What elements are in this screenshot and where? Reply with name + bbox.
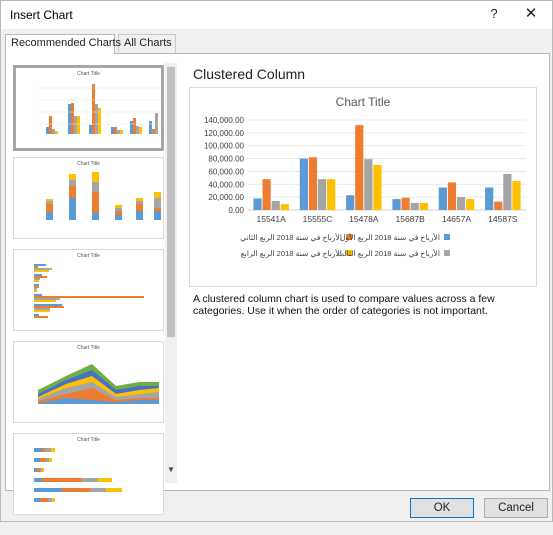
chart-bar [346,195,355,210]
chart-bar [280,204,289,210]
thumbnail-title: Chart Title [77,161,100,167]
chart-bar [364,159,373,210]
chart-bar [512,181,521,210]
chart-bar [327,179,336,210]
tab-all-charts[interactable]: All Charts [118,34,176,53]
chart-bar [485,187,494,210]
chart-bar [262,179,271,210]
legend-swatch [346,234,352,240]
title-bar: Insert Chart ? ✕ [1,1,552,29]
chart-bar [447,182,457,210]
chart-thumbnail-list: Chart Title Chart Title Chart Title [13,65,167,535]
cancel-button[interactable]: Cancel [484,498,548,518]
x-tick-label: 14657A [442,214,472,224]
legend-swatch [444,250,450,256]
chart-title: Chart Title [336,95,391,109]
thumbnail-clustered-column[interactable]: Chart Title [13,65,164,151]
thumbnail-title: Chart Title [77,71,100,77]
chart-bar [317,179,327,210]
y-tick-label: 120,000.00 [204,129,245,138]
legend-label: الأرباح في سنة 2018 الربع الثاني [240,232,342,242]
thumbnail-title: Chart Title [77,253,100,259]
chart-bar [410,202,419,210]
y-tick-label: 0.00 [228,206,244,215]
thumbnail-stacked-area-graphic [38,364,159,404]
x-tick-label: 15541A [257,214,287,224]
insert-chart-dialog: Insert Chart ? ✕ Recommended Charts All … [0,0,553,522]
chart-gridlines [248,119,526,211]
chart-bar [392,199,401,210]
chart-legend: الأرباح في سنة 2018 الربع الثانيالأرباح … [240,232,450,258]
chart-preview: Chart Title 0.00 20,000.00 40,000.00 60,000… [189,87,537,287]
chart-bar [438,187,447,210]
chart-bars [253,125,521,210]
x-tick-label: 15687B [396,214,426,224]
legend-swatch [346,250,352,256]
thumbnail-stacked-area[interactable]: Chart Title [13,341,164,423]
thumbnail-stacked-column-graphic [46,172,161,220]
thumbnail-stacked-bar-graphic [34,448,122,502]
chart-bar [373,165,382,210]
clustered-column-chart: Chart Title 0.00 20,000.00 40,000.00 60,000… [204,95,526,258]
x-tick-label: 15478A [349,214,379,224]
y-tick-label: 80,000.00 [208,155,244,164]
chart-bar [271,201,280,210]
dialog-title: Insert Chart [10,8,73,22]
chart-bar [456,197,466,210]
chart-type-heading: Clustered Column [193,66,306,82]
chart-bar [308,157,318,210]
chart-bar [401,197,410,210]
chart-y-axis: 0.00 20,000.00 40,000.00 60,000.00 80,000.00… [204,116,245,215]
thumbnail-title: Chart Title [77,437,100,443]
scroll-down-arrow-icon[interactable]: ▼ [167,465,175,474]
thumbnail-clustered-column-graphic [38,84,161,134]
thumbnail-clustered-bar[interactable]: Chart Title [13,249,164,331]
legend-label: الأرباح في سنة 2018 الربع الرابع [241,248,342,258]
chart-bar [253,198,262,210]
y-tick-label: 140,000.00 [204,116,245,125]
legend-label: الأرباح في سنة 2018 الربع الثالث [337,248,440,258]
chart-bar [466,199,475,210]
close-button[interactable]: ✕ [524,5,538,22]
scrollbar-thumb[interactable] [167,67,175,337]
chart-bar [355,125,364,210]
x-tick-label: 14587S [488,214,518,224]
thumbnail-stacked-column[interactable]: Chart Title [13,157,164,239]
ok-button[interactable]: OK [410,498,474,518]
legend-label: الأرباح في سنة 2018 الربع الأول [340,232,440,242]
chart-description: A clustered column chart is used to comp… [193,293,495,317]
chart-bar [419,202,428,210]
legend-swatch [444,234,450,240]
y-tick-label: 20,000.00 [208,193,244,202]
thumbnail-stacked-bar[interactable]: Chart Title [13,433,164,515]
thumbnail-scrollbar[interactable]: ▼ [165,63,177,483]
chart-bar [503,174,512,210]
help-button[interactable]: ? [490,6,498,21]
chart-bar [494,201,503,210]
chart-x-axis: 15541A 15555C 15478A 15687B 14657A 14587S [257,214,518,224]
tab-recommended-charts[interactable]: Recommended Charts [5,34,121,54]
y-tick-label: 60,000.00 [208,167,244,176]
thumbnail-clustered-bar-graphic [34,264,144,318]
y-tick-label: 40,000.00 [208,180,244,189]
x-tick-label: 15555C [303,214,333,224]
thumbnail-title: Chart Title [77,345,100,351]
chart-bar [299,158,308,210]
y-tick-label: 100,000.00 [204,142,245,151]
